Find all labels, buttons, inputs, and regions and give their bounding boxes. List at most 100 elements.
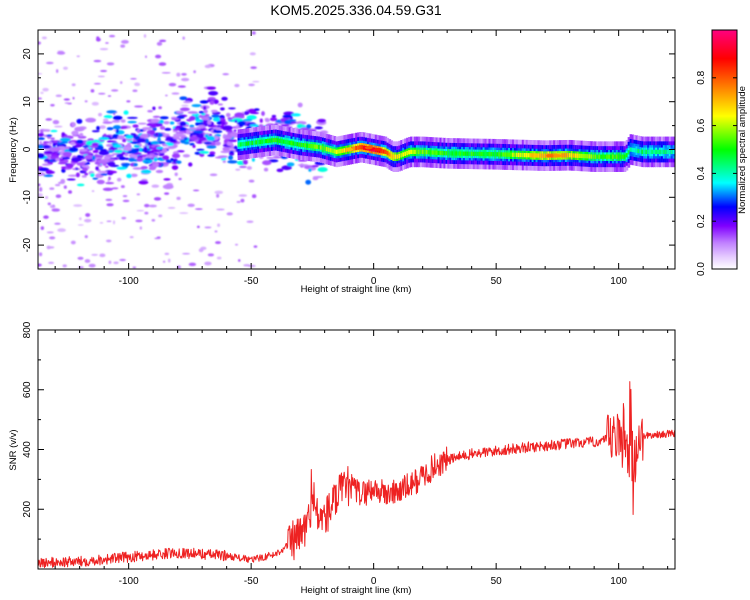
spectral-band-blob	[116, 166, 127, 170]
spectral-band-blob	[145, 155, 154, 158]
spectral-noise-blob	[99, 253, 106, 258]
spectral-ridge-cell	[498, 152, 501, 157]
spectral-ridge-cell	[314, 144, 317, 149]
spectral-band-blob	[104, 165, 109, 168]
spectral-ridge-cell	[666, 149, 670, 155]
spectral-noise-blob	[48, 261, 55, 264]
spectral-noise-blob	[70, 240, 76, 245]
spectral-band-blob	[38, 137, 45, 141]
spectral-band-blob	[249, 124, 260, 127]
spectral-band-blob	[136, 128, 141, 134]
spectral-band-blob	[203, 109, 208, 114]
spectral-noise-blob	[88, 263, 96, 268]
spectral-band-blob	[43, 174, 54, 178]
spectral-band-blob	[225, 129, 233, 133]
spectral-band-blob	[297, 102, 303, 108]
spectral-noise-blob	[163, 120, 170, 125]
spectral-ridge-cell	[267, 138, 270, 144]
spectral-noise-blob	[76, 55, 80, 58]
spectral-ridge-cell	[633, 148, 637, 153]
spectral-ridge-cell	[286, 140, 290, 145]
spectral-ridge-cell	[602, 154, 605, 159]
spectral-ridge-cell	[321, 145, 325, 151]
spectral-ridge-cell	[394, 154, 397, 159]
colorbar-scale	[711, 29, 738, 270]
spectral-ridge-cell	[508, 152, 511, 157]
spectral-band-blob	[222, 125, 233, 131]
spectral-band-blob	[124, 157, 130, 161]
spectral-ridge-cell	[494, 152, 497, 157]
spectral-noise-blob	[171, 92, 180, 95]
spectral-noise-blob	[248, 83, 255, 87]
spectral-noise-blob	[176, 196, 181, 201]
spectral-band-blob	[55, 158, 60, 161]
spectral-band-blob	[71, 122, 76, 127]
spectral-noise-blob	[97, 75, 105, 78]
spectral-noise-blob	[188, 262, 197, 267]
spectral-ridge-cell	[455, 151, 458, 156]
spectral-ridge-cell	[237, 142, 241, 147]
spectral-band-blob	[191, 113, 200, 117]
x-tick-label: 50	[491, 576, 503, 587]
spectral-ridge-cell	[472, 151, 476, 157]
spectral-noise-blob	[251, 31, 256, 35]
spectral-noise-blob	[84, 235, 88, 239]
spectral-noise-blob	[41, 36, 47, 40]
spectral-ridge-cell	[274, 137, 278, 143]
spectral-band-blob	[230, 132, 240, 137]
spectral-ridge-cell	[280, 139, 284, 144]
spectral-noise-blob	[122, 199, 130, 203]
spectral-noise-blob	[253, 245, 258, 248]
spectral-noise-blob	[179, 212, 189, 214]
spectral-noise-blob	[234, 83, 240, 88]
spectral-noise-blob	[100, 69, 108, 72]
spectral-ridge-cell	[327, 147, 331, 152]
spectral-ridge-cell	[586, 154, 590, 159]
spectral-ridge-cell	[298, 142, 301, 147]
spectral-band-blob	[52, 159, 56, 162]
spectral-ridge-cell	[300, 142, 303, 148]
y-tick-label: 200	[22, 500, 33, 517]
spectral-ridge-cell	[410, 149, 413, 155]
spectral-noise-blob	[204, 226, 212, 229]
spectral-band-blob	[65, 146, 70, 150]
spectral-noise-blob	[93, 82, 101, 85]
spectral-band-blob	[38, 153, 45, 159]
spectral-noise-blob	[172, 130, 178, 133]
spectral-band-blob	[94, 155, 104, 158]
spectral-band-blob	[209, 151, 216, 155]
spectral-band-blob	[162, 133, 170, 136]
spectral-hotspot	[345, 147, 354, 152]
spectral-ridge-cell	[251, 140, 254, 146]
spectral-band-blob	[213, 129, 217, 133]
spectral-ridge-cell	[611, 154, 615, 159]
spectral-peak-blob	[297, 123, 304, 128]
spectral-noise-blob	[38, 97, 42, 100]
spectral-ridge-cell	[615, 154, 619, 159]
spectral-band-blob	[105, 154, 115, 157]
spectral-band-blob	[155, 169, 164, 174]
spectral-band-blob	[112, 125, 122, 130]
spectral-noise-blob	[57, 228, 66, 232]
spectral-band-blob	[61, 168, 66, 173]
spectral-ridge-cell	[304, 143, 307, 148]
spectral-noise-blob	[38, 73, 43, 75]
spectral-noise-blob	[106, 203, 114, 207]
spectral-band-blob	[175, 160, 182, 164]
spectral-band-blob	[126, 173, 133, 179]
spectral-noise-blob	[148, 204, 157, 208]
spectral-band-blob	[130, 173, 138, 178]
spectral-noise-blob	[116, 177, 122, 182]
spectral-band-blob	[82, 145, 90, 148]
spectral-band-blob	[172, 128, 181, 131]
spectral-noise-blob	[73, 204, 83, 207]
spectral-ridge-cell	[645, 149, 648, 155]
spectral-band-blob	[312, 177, 319, 181]
spectral-band-blob	[50, 129, 58, 133]
spectral-ridge-cell	[660, 149, 664, 155]
spectral-noise-blob	[99, 47, 109, 51]
snr-panel: -100 -50 0 50 100 200 400 600 800 Height of str…	[8, 321, 676, 596]
x-tick-label: -50	[244, 276, 259, 287]
spectral-ridge-cell	[651, 149, 654, 155]
spectral-ridge-cell	[464, 151, 468, 156]
